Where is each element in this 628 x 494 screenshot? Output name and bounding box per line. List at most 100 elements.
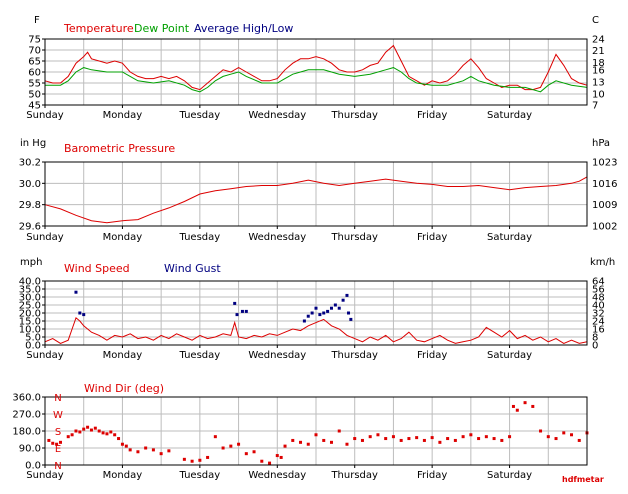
wind-unit-right: km/h: [590, 257, 615, 268]
x-tick-label-day: Wednesday: [248, 232, 306, 243]
data-point: [93, 426, 97, 430]
pressure-y-axis-right: 1002 1009 1016 1023: [592, 158, 617, 233]
data-point: [531, 404, 535, 408]
y-tick-label-right: 7: [592, 101, 598, 112]
winddir-x-axis: Sunday Monday Tuesday Wednesday Thursday Frid…: [26, 465, 532, 481]
data-point: [237, 442, 241, 446]
data-point: [291, 438, 295, 442]
data-point: [329, 440, 333, 444]
data-point: [206, 455, 210, 459]
x-tick-label-day: Thursday: [330, 350, 378, 361]
data-point: [244, 452, 248, 456]
data-point: [299, 440, 303, 444]
legend-wind-gust: Wind Gust: [164, 262, 221, 275]
data-point: [453, 438, 457, 442]
y-tick-label-right: 13: [592, 78, 605, 89]
data-point: [407, 437, 411, 441]
data-point: [326, 309, 330, 313]
data-point: [302, 319, 306, 323]
data-point: [275, 454, 279, 458]
data-point: [523, 401, 527, 405]
winddir-grid: [45, 396, 587, 466]
y-tick-label: 15.0: [19, 317, 41, 328]
data-point: [82, 313, 86, 317]
series-line-temperature: [44, 44, 588, 91]
y-tick-label: 0.0: [25, 341, 41, 352]
x-tick-label-day: Sunday: [26, 232, 63, 243]
pressure-frame: [44, 161, 588, 227]
pressure-unit-right: hPa: [592, 138, 610, 149]
x-tick-label-day: Friday: [417, 350, 447, 361]
data-point: [306, 314, 310, 318]
y-tick-label: 35.0: [19, 285, 41, 296]
data-point: [190, 459, 194, 463]
data-point: [221, 446, 225, 450]
compass-label: S: [55, 427, 61, 438]
data-point: [314, 306, 318, 310]
data-point: [268, 461, 272, 465]
wind-y-axis-left: 0.05.010.015.020.025.030.035.040.0: [19, 277, 45, 352]
data-point: [244, 309, 248, 313]
data-point: [322, 311, 326, 315]
data-point: [399, 438, 403, 442]
data-point: [415, 436, 419, 440]
y-tick-label: 360.0: [12, 393, 41, 404]
x-tick-label-day: Wednesday: [248, 350, 306, 361]
watermark: hdfmetar: [562, 475, 604, 484]
data-point: [484, 435, 488, 439]
data-point: [577, 438, 581, 442]
data-point: [345, 293, 349, 297]
y-tick-label: 30.0: [19, 179, 41, 190]
series-line-dew-point: [45, 67, 588, 93]
pressure-panel: in Hg hPa Barometric Pressure 29.6 29.8 30…: [19, 138, 618, 243]
y-tick-label: 270.0: [12, 410, 41, 421]
y-tick-label-right: 1023: [592, 158, 617, 169]
y-tick-label: 25.0: [19, 301, 41, 312]
data-point: [376, 433, 380, 437]
wind-unit-left: mph: [20, 257, 42, 268]
y-tick-label-right: 56: [592, 285, 605, 296]
wind-panel: mph km/h Wind Speed Wind Gust 0.05.010.0…: [19, 257, 616, 361]
data-point: [47, 438, 51, 442]
y-tick-label: 70: [28, 46, 41, 57]
data-point: [368, 435, 372, 439]
data-point: [97, 429, 101, 433]
x-tick-label-day: Friday: [417, 232, 447, 243]
y-tick-label-right: 24: [592, 317, 605, 328]
data-point: [198, 458, 202, 462]
x-tick-label-day: Wednesday: [248, 470, 306, 481]
legend-temperature: Temperature: [63, 22, 134, 35]
data-point: [511, 404, 515, 408]
y-tick-label-right: 64: [592, 277, 605, 288]
data-point: [66, 435, 70, 439]
data-point: [235, 313, 239, 317]
data-point: [101, 431, 105, 435]
data-point: [562, 431, 566, 435]
wind-x-axis: Sunday Monday Tuesday Wednesday Thursday Frid…: [26, 345, 532, 361]
x-tick-label-day: Saturday: [487, 110, 532, 121]
x-tick-label-day: Tuesday: [179, 232, 221, 243]
x-tick-label-day: Wednesday: [248, 110, 306, 121]
y-tick-label: 10.0: [19, 325, 41, 336]
data-point: [446, 437, 450, 441]
y-tick-label-right: 8: [592, 333, 598, 344]
data-point: [318, 313, 322, 317]
y-tick-label: 50: [28, 90, 41, 101]
data-point: [310, 311, 314, 315]
data-point: [74, 290, 78, 294]
data-point: [117, 437, 121, 441]
y-tick-label-right: 21: [592, 46, 605, 57]
x-tick-label-day: Thursday: [330, 110, 378, 121]
y-tick-label: 40.0: [19, 277, 41, 288]
data-point: [360, 438, 364, 442]
data-point: [124, 444, 128, 448]
y-tick-label-right: 24: [592, 35, 605, 46]
y-tick-label: 55: [28, 79, 41, 90]
x-tick-label-day: Thursday: [330, 232, 378, 243]
data-point: [314, 433, 318, 437]
y-tick-label-right: 1016: [592, 179, 617, 190]
data-point: [539, 429, 543, 433]
data-point: [384, 437, 388, 441]
data-point: [113, 433, 117, 437]
